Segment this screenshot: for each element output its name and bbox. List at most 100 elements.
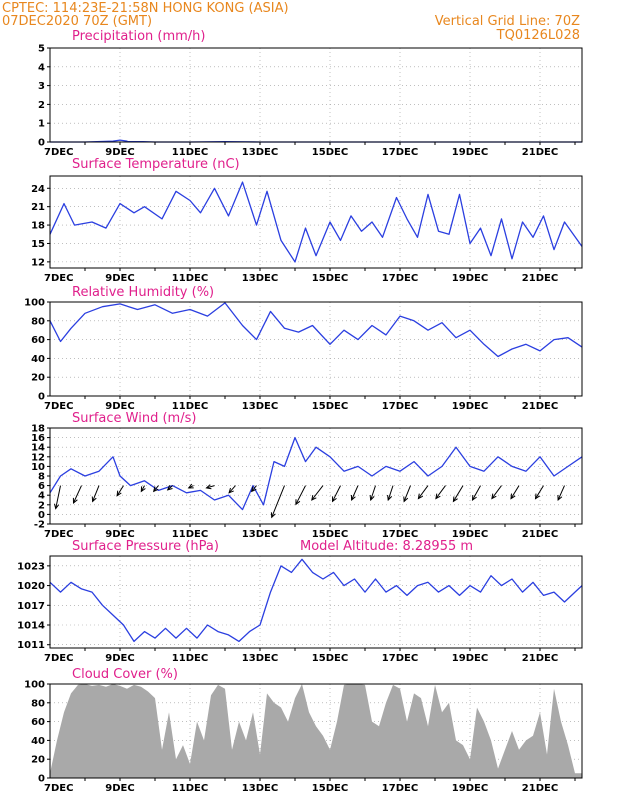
wind-arrow-shaft: [311, 485, 324, 501]
y-tick-label: 2: [38, 500, 45, 511]
wind-arrow-head: [403, 496, 409, 503]
wind-arrow-head: [350, 494, 356, 502]
x-tick-label: 17DEC: [382, 783, 418, 794]
x-tick-label: 15DEC: [312, 529, 348, 540]
x-tick-label: 17DEC: [382, 401, 418, 412]
wind-arrow-head: [295, 499, 301, 506]
model-altitude-label: Model Altitude: 8.28955 m: [300, 539, 473, 554]
surface-temperature-panel: Surface Temperature (nC) 12 15 18 21 24 7DEC 9…: [31, 157, 583, 284]
x-tick-label: 7DEC: [44, 401, 73, 412]
y-tick-label: 40: [31, 736, 45, 747]
wind-arrow-shaft: [73, 485, 82, 504]
x-tick-label: 11DEC: [172, 783, 208, 794]
y-tick-label: 100: [24, 298, 45, 309]
x-tick-label: 13DEC: [242, 653, 278, 664]
x-tick-label: 9DEC: [105, 653, 134, 664]
y-tick-label: 14: [31, 443, 45, 454]
wind-arrow-head: [387, 494, 393, 502]
x-tick-label: 11DEC: [172, 529, 208, 540]
x-tick-label: 19DEC: [452, 401, 488, 412]
x-tick-label: 13DEC: [242, 783, 278, 794]
station-line: CPTEC: 114:23E-21:58N HONG KONG (ASIA): [2, 1, 289, 16]
y-tick-label: 1014: [17, 621, 45, 632]
wind-arrow-shaft: [206, 485, 215, 489]
y-tick-label: 18: [31, 221, 45, 232]
x-tick-label: 9DEC: [105, 529, 134, 540]
rh-frame: [49, 301, 583, 397]
temp-series-line: [49, 181, 583, 263]
wind-arrow-head: [311, 495, 317, 501]
wind-arrow-shaft: [271, 485, 285, 518]
x-tick-label: 21DEC: [522, 529, 558, 540]
x-tick-label: 21DEC: [522, 273, 558, 284]
x-tick-label: 15DEC: [312, 783, 348, 794]
x-tick-label: 11DEC: [172, 401, 208, 412]
wind-arrow-head: [369, 494, 375, 502]
x-tick-label: 7DEC: [44, 147, 73, 158]
cloud-frame: [49, 683, 583, 779]
wind-arrow-head: [250, 486, 257, 493]
x-tick-label: 11DEC: [172, 653, 208, 664]
model-code: TQ0126L028: [496, 28, 580, 43]
x-tick-label: 19DEC: [452, 653, 488, 664]
rh-series-line: [49, 302, 583, 358]
wind-arrow-head: [510, 493, 516, 500]
precipitation-panel: Precipitation (mm/h) 0 1 2 3 4 5 7DEC 9DEC 11DEC…: [38, 29, 583, 158]
y-tick-label: 0: [38, 138, 45, 149]
wind-arrow-head: [270, 512, 276, 519]
cloud-cover-area: [50, 684, 582, 778]
y-tick-label: 5: [38, 44, 45, 55]
date-line: 07DEC2020 70Z (GMT): [2, 14, 152, 29]
wind-arrow-head: [116, 490, 122, 497]
cloud-cover-panel: Cloud Cover (%) 0 20 40 60 80 100 7DEC 9DEC 11DE…: [24, 667, 583, 794]
y-tick-label: 4: [38, 491, 45, 502]
wind-arrow-head: [187, 483, 194, 489]
x-tick-label: 7DEC: [44, 783, 73, 794]
wind-arrow-head: [72, 497, 78, 504]
x-tick-label: 15DEC: [312, 147, 348, 158]
x-tick-label: 17DEC: [382, 653, 418, 664]
wind-arrow-head: [557, 494, 563, 502]
x-tick-label: 13DEC: [242, 529, 278, 540]
wind-arrow-head: [140, 486, 146, 493]
x-tick-label: 13DEC: [242, 273, 278, 284]
wind-arrow-head: [228, 487, 234, 494]
x-tick-label: 15DEC: [312, 653, 348, 664]
precip-frame: [49, 47, 583, 143]
wind-arrow-head: [152, 486, 159, 493]
wind-arrow-shaft: [92, 485, 100, 502]
y-tick-label: 3: [38, 81, 45, 92]
x-tick-label: 17DEC: [382, 529, 418, 540]
y-tick-label: 12: [31, 257, 45, 268]
wind-arrow-shaft: [403, 485, 411, 502]
grid-line-label: Vertical Grid Line: 70Z: [435, 14, 580, 29]
x-tick-label: 19DEC: [452, 273, 488, 284]
y-tick-label: 80: [31, 316, 45, 327]
x-tick-label: 17DEC: [382, 273, 418, 284]
y-tick-label: 1: [38, 119, 45, 130]
y-tick-label: 24: [31, 184, 45, 195]
y-tick-label: 21: [31, 202, 45, 213]
wind-arrow-shaft: [472, 485, 481, 501]
pres-series-line: [49, 558, 583, 643]
y-tick-label: 100: [24, 680, 45, 691]
wind-arrow-head: [205, 484, 212, 490]
x-tick-label: 13DEC: [242, 401, 278, 412]
wind-arrow-shaft: [510, 485, 520, 499]
y-tick-label: 1011: [17, 640, 45, 651]
relative-humidity-panel: Relative Humidity (%) 0 20 40 60 80 100 7DEC 9D…: [24, 285, 583, 412]
y-tick-label: -2: [34, 520, 45, 531]
wind-arrow-shaft: [295, 485, 306, 505]
wind-arrow-shaft: [370, 485, 376, 501]
y-tick-label: 1023: [17, 561, 45, 572]
wind-arrow-shaft: [417, 485, 429, 499]
wind-arrow-head: [491, 493, 497, 500]
wind-arrow-shaft: [116, 485, 124, 496]
x-tick-label: 21DEC: [522, 147, 558, 158]
wind-arrow-head: [166, 485, 173, 491]
x-tick-label: 9DEC: [105, 147, 134, 158]
wind-arrow-shaft: [387, 485, 394, 501]
wind-arrow-shaft: [351, 485, 359, 501]
wind-arrow-head: [471, 494, 477, 502]
